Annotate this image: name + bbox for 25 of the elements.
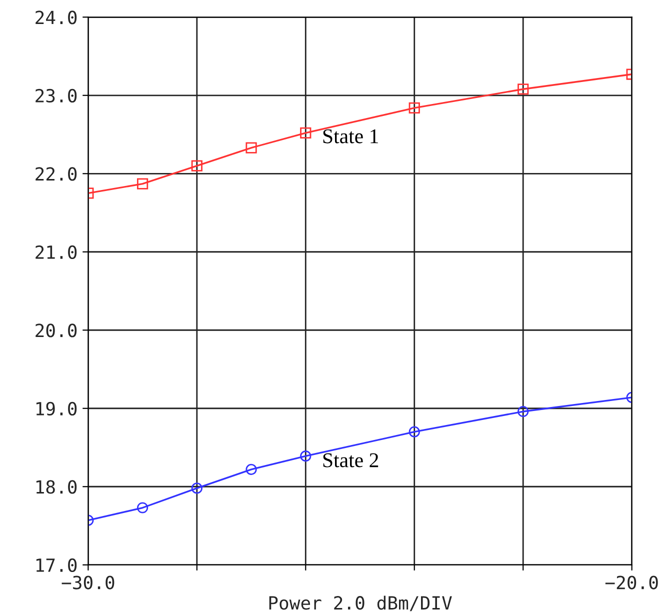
y-tick-label: 23.0 <box>36 88 77 103</box>
point <box>136 502 148 514</box>
x-tick-label: −30.0 <box>62 576 114 590</box>
point <box>246 142 257 154</box>
point <box>300 127 312 138</box>
point <box>408 102 420 114</box>
y-tick-label: 20.0 <box>36 324 77 338</box>
y-tick-label: 22.0 <box>36 167 77 181</box>
point <box>191 160 202 172</box>
y-tick-label: 19.0 <box>36 402 77 416</box>
point <box>191 482 202 494</box>
point <box>246 464 257 475</box>
point <box>300 450 312 462</box>
y-tick-label: 24.0 <box>36 10 77 24</box>
y-tick-label: 21.0 <box>36 245 77 260</box>
y-tick-label: 17.0 <box>36 558 77 572</box>
point <box>408 426 420 438</box>
point <box>136 178 148 190</box>
x-tick-label: −20.0 <box>605 576 658 590</box>
series-label: State 1 <box>323 129 378 144</box>
x-axis-title: Power 2.0 dBm/DIV <box>269 596 452 612</box>
point <box>518 84 529 95</box>
y-tick-label: 18.0 <box>36 480 77 494</box>
point <box>518 406 529 418</box>
series-label: State 2 <box>323 453 378 468</box>
